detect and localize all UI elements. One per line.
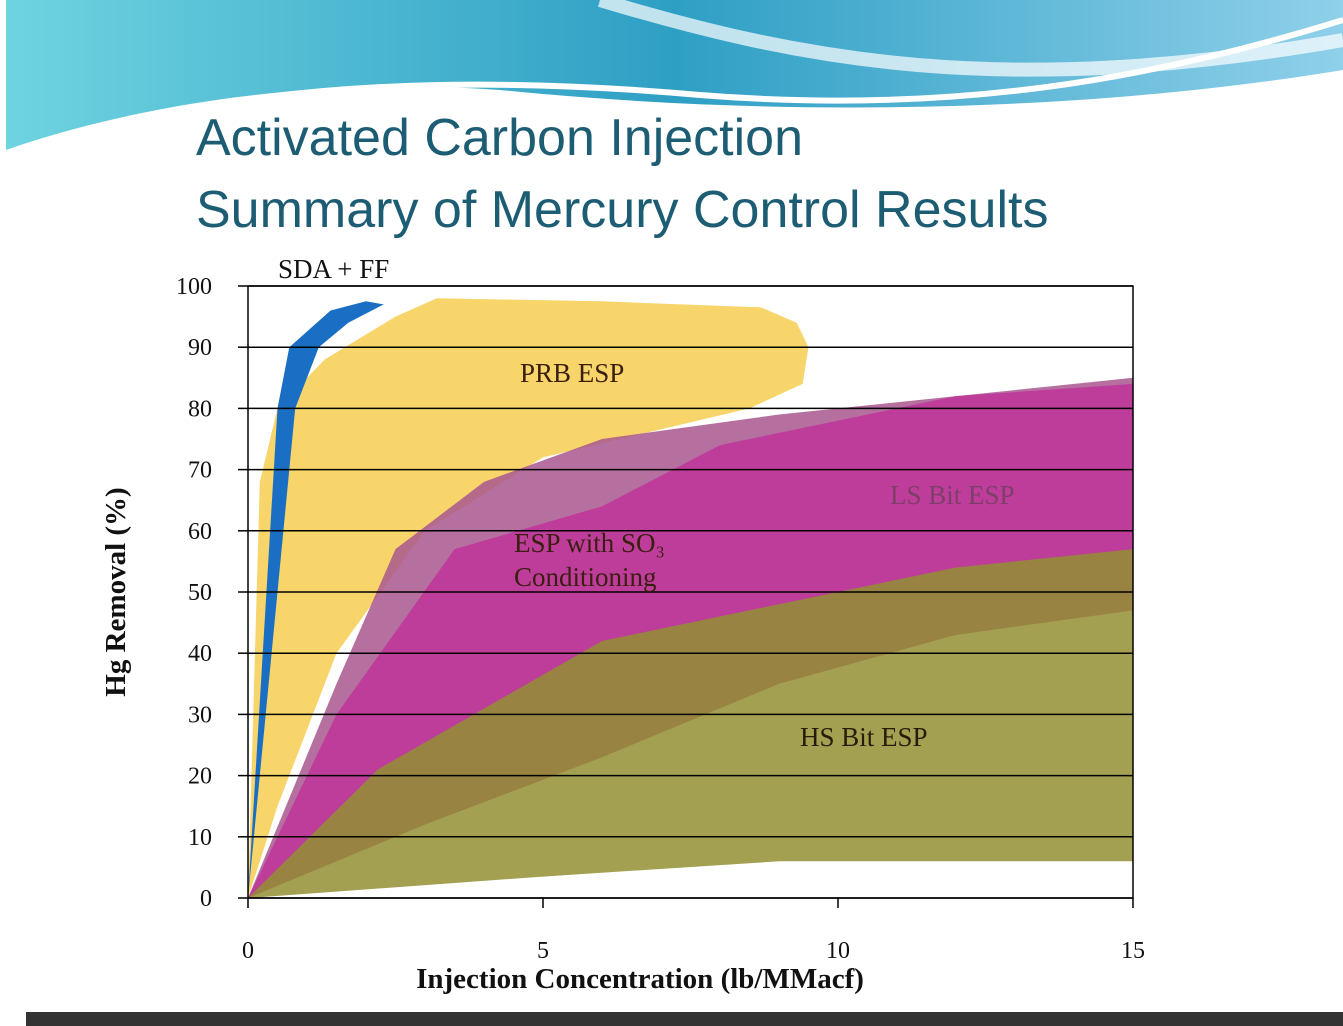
y-tick-label: 0 xyxy=(200,886,212,912)
x-tick-label: 10 xyxy=(826,938,850,964)
region-label: PRB ESP xyxy=(520,358,625,388)
y-tick-label: 100 xyxy=(176,274,212,300)
y-tick-label: 70 xyxy=(188,458,212,484)
y-tick-label: 60 xyxy=(188,519,212,545)
labels: PRB ESP SDA + FF LS Bit ESP ESP with SO₃ Co… xyxy=(278,254,1015,752)
y-tick-label: 90 xyxy=(188,335,212,361)
region-label: HS Bit ESP xyxy=(800,722,928,752)
grid: 0 10 20 30 40 50 60 70 80 90 100 0 5 10 15 xyxy=(176,274,1145,964)
y-tick-label: 10 xyxy=(188,825,212,851)
region xyxy=(248,298,809,898)
region xyxy=(248,301,384,898)
slide-subtitle: Summary of Mercury Control Results xyxy=(196,181,1048,239)
x-tick-label: 5 xyxy=(537,938,549,964)
x-tick-label: 0 xyxy=(242,938,254,964)
y-tick-label: 50 xyxy=(188,580,212,606)
region-label-box: HS Bit ESP xyxy=(800,722,928,752)
x-tick-label: 15 xyxy=(1121,938,1145,964)
header-swoosh xyxy=(597,0,1343,77)
y-tick-label: 30 xyxy=(188,702,212,728)
region-label: LS Bit ESP xyxy=(890,480,1015,510)
slide-title: Activated Carbon Injection xyxy=(196,109,803,167)
region-label-box: SDA + FF xyxy=(278,254,390,284)
y-tick-label: 20 xyxy=(188,764,212,790)
y-axis-label: Hg Removal (%) xyxy=(100,487,132,696)
footer-bar xyxy=(26,1012,1343,1026)
regions xyxy=(248,298,1133,898)
plot-frame xyxy=(247,285,1134,899)
region-label-box: ESP with SO₃ Conditioning xyxy=(514,528,665,592)
region-label-box: LS Bit ESP xyxy=(890,480,1015,510)
x-axis-label: Injection Concentration (lb/MMacf) xyxy=(416,963,864,995)
region-label: ESP with SO₃ Conditioning xyxy=(514,528,665,592)
y-tick-label: 40 xyxy=(188,641,212,667)
y-tick-label: 80 xyxy=(188,396,212,422)
region-label-box: PRB ESP xyxy=(520,358,625,388)
plot: 0 10 20 30 40 50 60 70 80 90 100 0 5 10 15 PRB ESP SDA +… xyxy=(176,254,1145,964)
region xyxy=(248,549,1133,898)
region-label: SDA + FF xyxy=(278,254,390,284)
header-wave xyxy=(6,0,1343,150)
